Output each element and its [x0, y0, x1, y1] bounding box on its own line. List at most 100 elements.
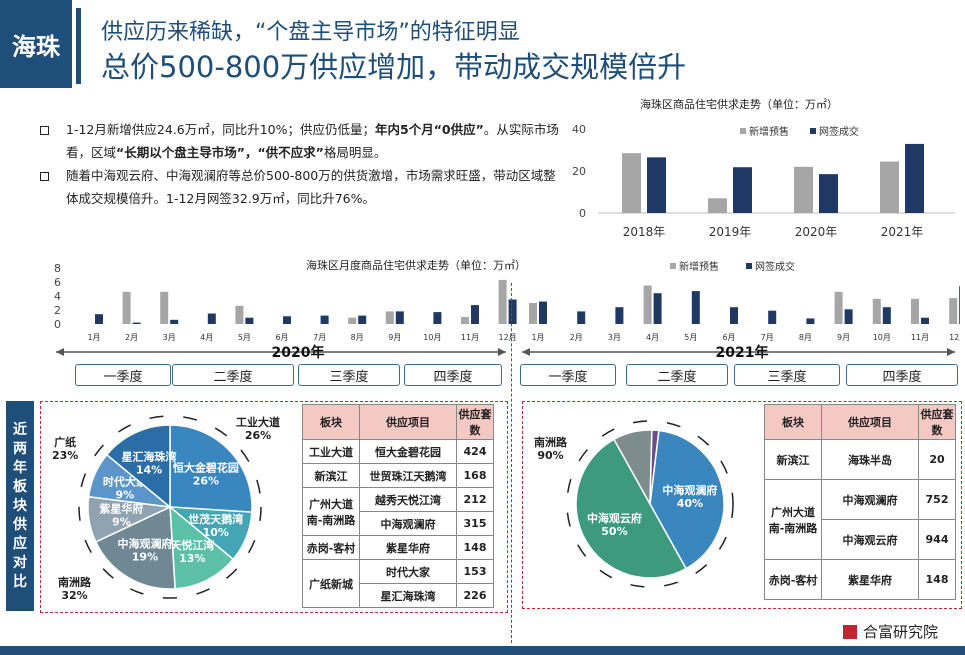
- table-row: 新滨江 世贸珠江天鹅湾 168: [302, 463, 494, 488]
- pie-slice: [169, 424, 253, 513]
- slice-value: 26%: [193, 474, 219, 487]
- count-cell: 226: [456, 583, 494, 608]
- legend-swatch: [670, 263, 676, 269]
- quarter-box: 二季度: [172, 364, 294, 386]
- count-cell: 148: [456, 535, 494, 560]
- slice-label: 中海观澜府: [662, 483, 717, 497]
- count-cell: 20: [918, 439, 956, 480]
- panel-2020: [40, 401, 508, 613]
- bullet-text: 。从实际市场看，区域: [66, 122, 559, 160]
- bar-deal: [844, 309, 853, 324]
- count-cell: 752: [918, 479, 956, 520]
- table-row: 赤岗-客村 紫星华府 148: [302, 535, 494, 560]
- slice-label: 世茂天鹅湾: [188, 512, 243, 526]
- pie-slice: [649, 429, 725, 570]
- logo-text: 合富研究院: [863, 623, 939, 641]
- y-tick-label: 0: [54, 318, 61, 331]
- block-cell: 广纸新城: [302, 559, 360, 608]
- bar-supply: [122, 291, 131, 324]
- axis-arrow-icon: [498, 348, 506, 356]
- legend-label: 网签成交: [755, 260, 795, 273]
- bar-deal: [471, 305, 479, 324]
- bar-deal: [320, 315, 329, 324]
- table-row: 赤岗-客村 紫星华府 148: [764, 559, 956, 600]
- slice-label: 紫星华府: [99, 502, 143, 516]
- slice-value: 9%: [116, 488, 135, 501]
- pie-slice: [169, 505, 235, 590]
- x-tick-label: 8月: [351, 333, 364, 342]
- slice-label: 星汇海珠湾: [122, 449, 177, 463]
- legend-swatch: [740, 128, 746, 134]
- table-row: 广州大道南-南洲路 中海观澜府 752: [764, 479, 956, 560]
- x-tick-label: 9月: [388, 333, 401, 342]
- x-tick-label: 1月: [531, 333, 544, 342]
- annual-chart-title: 海珠区商品住宅供求走势（单位：万㎡）: [640, 98, 838, 111]
- year-label-2020: 2020年: [272, 344, 325, 361]
- table-row: 中海观云府 944: [765, 519, 956, 560]
- pie-slice: [94, 505, 176, 590]
- project-cell: 时代大家: [359, 559, 457, 584]
- table-header-cell: 供应套数: [456, 404, 494, 440]
- bullet-text: 1-12月新增供应24.6万㎡，同比升10%；供应仍低量；: [66, 122, 375, 137]
- region-tag: 海珠: [0, 0, 72, 88]
- slice-value: 10%: [203, 526, 229, 539]
- group-label-nanzhou-2021: 南洲路 90%: [534, 436, 567, 462]
- project-cell: 世贸珠江天鹅湾: [359, 463, 457, 488]
- bar-deal: [577, 311, 586, 324]
- block-cell: 广州大道南-南洲路: [302, 487, 360, 536]
- page-subtitle: 总价500-800万供应增加，带动成交规模倍升: [101, 50, 687, 84]
- brand-logo: 合富研究院: [843, 621, 938, 642]
- quarter-box: 一季度: [75, 364, 171, 386]
- bar-supply: [529, 303, 537, 324]
- bar-deal: [653, 293, 662, 324]
- bar-supply: [348, 317, 357, 324]
- bar-deal: [283, 316, 291, 324]
- quarter-box: 四季度: [846, 364, 958, 386]
- y-tick-label: 40: [572, 123, 586, 136]
- count-cell: 148: [918, 559, 956, 600]
- quarter-box: 二季度: [626, 364, 728, 386]
- pie-2020: 恒大金碧花园26%世茂天鹅湾10%天悦江湾13%中海观澜府19%紫星华府9%时代…: [78, 415, 262, 599]
- bar-deal: [508, 299, 517, 324]
- x-tick-label: 2020年: [795, 225, 838, 239]
- axis-arrow-icon: [56, 348, 64, 356]
- axis-arrow-icon: [522, 348, 530, 356]
- project-cell: 越秀天悦江湾: [359, 487, 457, 512]
- x-tick-label: 2018年: [623, 225, 666, 239]
- x-tick-label: 1月: [87, 333, 100, 342]
- legend-swatch: [810, 128, 816, 134]
- bar-deal: [207, 313, 216, 324]
- slice-label: 中海观澜府: [117, 536, 172, 550]
- block-cell: 新滨江: [764, 439, 822, 480]
- project-cell: 海珠半岛: [821, 439, 919, 480]
- count-cell: 944: [918, 519, 956, 560]
- bar-supply: [385, 311, 394, 324]
- group-label-nanzhou: 南洲路 32%: [58, 576, 91, 602]
- table-header-cell: 板块: [764, 404, 822, 440]
- pie-slice: [649, 429, 660, 505]
- table-row: 广纸新城 时代大家 153: [302, 559, 494, 608]
- project-cell: 恒大金碧花园: [359, 439, 457, 464]
- table-row: 新滨江 海珠半岛 20: [764, 439, 956, 480]
- y-tick-label: 20: [572, 165, 586, 178]
- bullet-text: 格局明显。: [323, 145, 387, 160]
- bar-supply: [949, 298, 958, 324]
- bar-deal: [647, 157, 666, 213]
- summary-bullets: 1-12月新增供应24.6万㎡，同比升10%；供应仍低量；年内5个月“0供应”。…: [40, 118, 560, 210]
- slice-value: 13%: [179, 552, 205, 565]
- bar-supply: [235, 305, 244, 324]
- bar-deal: [539, 301, 547, 324]
- logo-icon: [843, 624, 857, 639]
- table-header-cell: 板块: [302, 404, 360, 440]
- bar-supply: [498, 279, 507, 324]
- x-tick-label: 4月: [646, 333, 659, 342]
- table-row: 广州大道南-南洲路 越秀天悦江湾 212: [302, 487, 494, 536]
- monthly-chart-title: 海珠区月度商品住宅供求走势（单位：万㎡）: [306, 259, 526, 272]
- quarter-box: 四季度: [404, 364, 502, 386]
- block-cell: 工业大道: [302, 439, 360, 464]
- y-tick-label: 8: [54, 262, 61, 275]
- bullet-text: 随着中海观云府、中海观澜府等总价500-800万的供货激增，市场需求旺盛，带动区…: [66, 168, 556, 206]
- x-tick-label: 3月: [608, 333, 621, 342]
- page-title: 供应历来稀缺，“个盘主导市场”的特征明显: [101, 20, 520, 45]
